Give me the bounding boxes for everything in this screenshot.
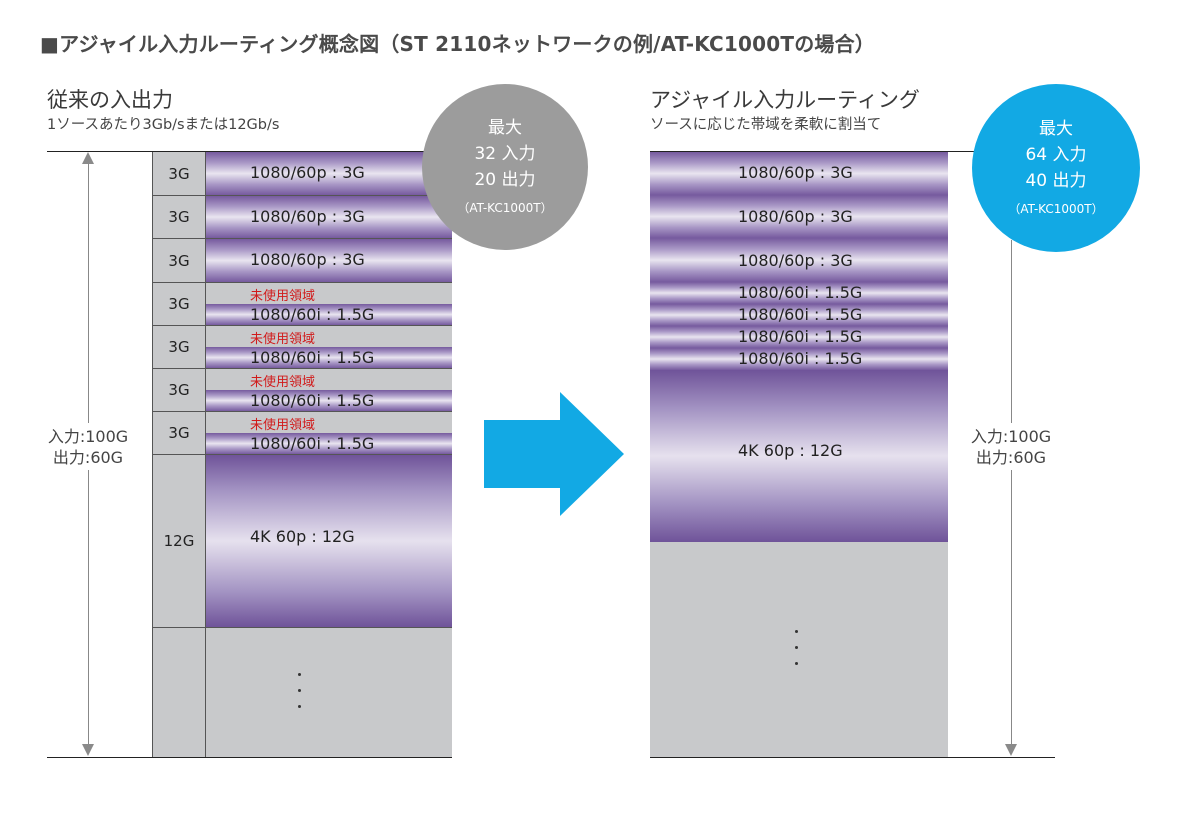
badge-max-label: 最大	[1039, 119, 1073, 139]
right-arrow-icon	[484, 392, 624, 516]
left-stream-text: 1080/60p : 3G	[250, 250, 365, 269]
right-stream-text: 1080/60i : 1.5G	[738, 349, 863, 368]
ellipsis-dot	[795, 630, 798, 633]
badge-output-count: 40 出力	[1025, 171, 1087, 191]
left-row-label: 3G	[168, 338, 190, 356]
badge-max-label: 最大	[488, 118, 522, 138]
ellipsis-dot	[298, 673, 301, 676]
left-stream-text-4k: 4K 60p : 12G	[250, 527, 355, 546]
right-stream-text: 1080/60i : 1.5G	[738, 283, 863, 302]
left-stream-text: 1080/60i : 1.5G	[250, 391, 375, 410]
left-dim-line-upper	[88, 163, 89, 423]
right-heading: アジャイル入力ルーティング	[650, 88, 920, 112]
ellipsis-dot	[795, 662, 798, 665]
left-row-label: 3G	[168, 381, 190, 399]
left-unused-block	[206, 412, 452, 433]
left-stream-text: 1080/60i : 1.5G	[250, 348, 375, 367]
left-unused-block	[206, 283, 452, 304]
right-capacity-output: 出力:60G	[975, 448, 1047, 467]
left-stream-block	[206, 347, 452, 368]
left-top-line	[47, 151, 452, 152]
left-stream-block	[206, 433, 452, 454]
right-stream-text: 1080/60i : 1.5G	[738, 327, 863, 346]
badge-input-count: 32 入力	[474, 144, 536, 164]
unused-area-label: 未使用領域	[250, 418, 316, 433]
diagram-title: ■アジャイル入力ルーティング概念図（ST 2110ネットワークの例/AT-KC1…	[40, 32, 875, 56]
left-dim-arrow-up-icon	[82, 152, 94, 164]
left-capacity: 入力:100G 出力:60G	[32, 426, 144, 468]
right-stream-block	[650, 195, 948, 238]
left-row-label: 3G	[168, 208, 190, 226]
left-stream-block	[206, 304, 452, 325]
ellipsis-dot	[795, 646, 798, 649]
right-dim-line-upper	[1011, 240, 1012, 423]
right-top-line	[650, 151, 1055, 152]
left-unused-block	[206, 326, 452, 347]
right-stream-text: 1080/60p : 3G	[738, 207, 853, 226]
right-stream-block-4k	[650, 370, 948, 542]
unused-area-label: 未使用領域	[250, 289, 316, 304]
right-stream-block	[650, 152, 948, 195]
right-capacity: 入力:100G 出力:60G	[955, 426, 1067, 468]
left-max-badge: 最大 32 入力 20 出力 （AT-KC1000T）	[422, 84, 588, 250]
left-row-label: 3G	[168, 295, 190, 313]
left-stream-text: 1080/60p : 3G	[250, 163, 365, 182]
right-stream-block	[650, 282, 948, 304]
left-heading: 従来の入出力	[47, 88, 173, 112]
right-stream-text: 1080/60p : 3G	[738, 251, 853, 270]
left-stream-text: 1080/60i : 1.5G	[250, 305, 375, 324]
right-stream-text: 1080/60p : 3G	[738, 163, 853, 182]
left-row-label: 3G	[168, 251, 190, 270]
left-stream-block	[206, 152, 452, 195]
left-capacity-input: 入力:100G	[47, 427, 129, 446]
left-dim-arrow-down-icon	[82, 744, 94, 756]
left-stream-text: 1080/60i : 1.5G	[250, 434, 375, 453]
left-capacity-output: 出力:60G	[52, 448, 124, 467]
badge-model: （AT-KC1000T）	[457, 201, 553, 215]
left-dim-line-lower	[88, 470, 89, 745]
right-stream-block	[650, 326, 948, 348]
left-bottom-line	[47, 757, 452, 758]
right-dim-arrow-down-icon	[1005, 744, 1017, 756]
left-unused-block	[206, 369, 452, 390]
badge-model: （AT-KC1000T）	[1008, 202, 1104, 216]
ellipsis-dot	[298, 705, 301, 708]
right-capacity-input: 入力:100G	[970, 427, 1052, 446]
left-row-label: 3G	[168, 424, 190, 442]
right-remaining-block	[650, 542, 948, 757]
left-stream-block	[206, 239, 452, 282]
right-stream-block	[650, 238, 948, 282]
right-subheading: ソースに応じた帯域を柔軟に割当て	[650, 117, 882, 133]
left-subheading: 1ソースあたり3Gb/sまたは12Gb/s	[47, 117, 280, 133]
right-stream-block	[650, 304, 948, 326]
right-stream-text: 1080/60i : 1.5G	[738, 305, 863, 324]
left-remaining-block	[206, 628, 452, 757]
badge-output-count: 20 出力	[474, 170, 536, 190]
left-stream-text: 1080/60p : 3G	[250, 207, 365, 226]
left-row-label: 3G	[168, 164, 190, 183]
right-stream-block	[650, 348, 948, 370]
unused-area-label: 未使用領域	[250, 375, 316, 390]
right-max-badge: 最大 64 入力 40 出力 （AT-KC1000T）	[972, 84, 1140, 252]
left-row-label: 12G	[163, 532, 195, 550]
left-stream-block	[206, 390, 452, 411]
left-stream-block-4k	[206, 455, 452, 627]
right-dim-line-lower	[1011, 470, 1012, 745]
ellipsis-dot	[298, 689, 301, 692]
left-stream-block	[206, 196, 452, 238]
right-stream-text-4k: 4K 60p : 12G	[738, 441, 843, 460]
badge-input-count: 64 入力	[1025, 145, 1087, 165]
right-bottom-line	[650, 757, 1055, 758]
unused-area-label: 未使用領域	[250, 332, 316, 347]
